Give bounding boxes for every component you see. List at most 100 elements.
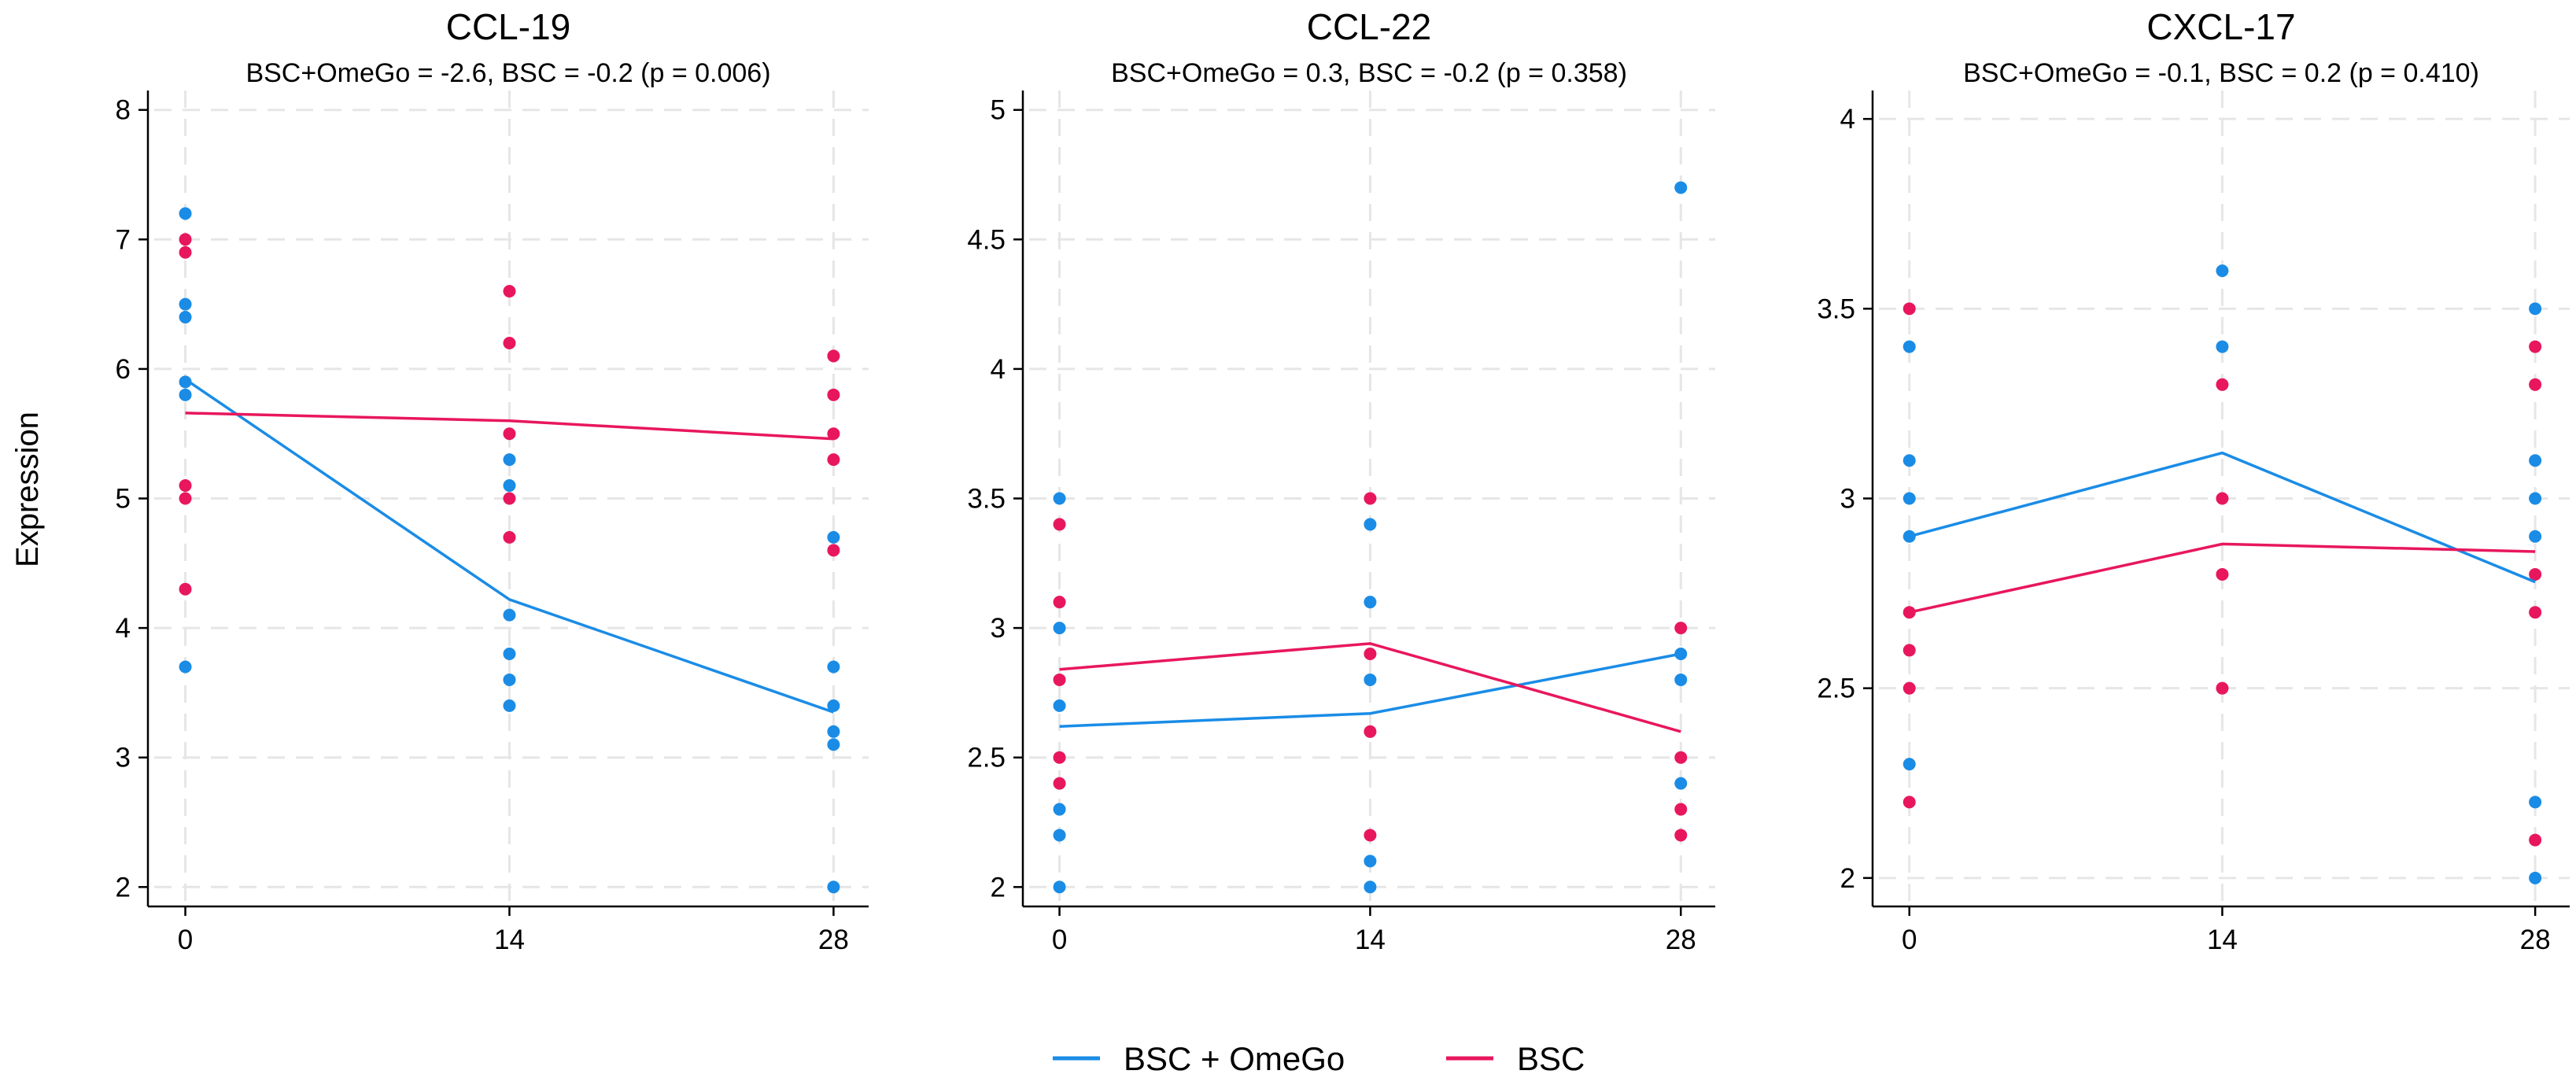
panel-title: CCL-19 xyxy=(446,6,571,47)
data-point-bsc xyxy=(503,492,516,505)
data-point-bsc xyxy=(827,544,840,557)
x-tick-label: 28 xyxy=(1666,925,1696,955)
panel-ccl-22: CCL-22 BSC+OmeGo = 0.3, BSC = -0.2 (p = 0… xyxy=(967,6,1715,955)
data-point-bsc-omego xyxy=(2216,340,2229,353)
data-point-bsc-omego xyxy=(2529,454,2542,467)
legend: BSC + OmeGo BSC xyxy=(1053,1040,1585,1077)
trend-line-bsc-omego xyxy=(184,378,834,714)
panel-subtitle: BSC+OmeGo = 0.3, BSC = -0.2 (p = 0.358) xyxy=(1111,58,1627,88)
data-point-bsc xyxy=(827,453,840,467)
data-point-bsc-omego xyxy=(1364,596,1377,609)
data-point-bsc-omego xyxy=(179,375,192,389)
panel-cxcl-17: CXCL-17 BSC+OmeGo = -0.1, BSC = 0.2 (p = … xyxy=(1817,6,2570,955)
data-point-bsc-omego xyxy=(1053,699,1066,712)
x-tick-label: 14 xyxy=(494,925,525,955)
data-point-bsc xyxy=(1053,673,1066,686)
data-point-bsc-omego xyxy=(1053,829,1066,842)
data-point-bsc-omego xyxy=(1674,673,1688,686)
data-point-bsc-omego xyxy=(1902,454,1916,467)
data-point-bsc xyxy=(2216,567,2229,581)
data-point-bsc-omego xyxy=(503,608,516,622)
data-point-bsc-omego xyxy=(2529,492,2542,505)
data-point-bsc-omego xyxy=(1364,855,1377,868)
data-point-bsc-omego xyxy=(1364,673,1377,686)
y-tick-label: 6 xyxy=(116,354,131,385)
data-point-bsc xyxy=(2529,833,2542,847)
y-tick-label: 2 xyxy=(1840,863,1855,894)
data-point-bsc xyxy=(2529,340,2542,353)
data-point-bsc-omego xyxy=(1902,340,1916,353)
y-tick-label: 2.5 xyxy=(967,743,1006,773)
data-point-bsc-omego xyxy=(2529,302,2542,316)
data-point-bsc xyxy=(1674,751,1688,764)
panel-subtitle: BSC+OmeGo = -2.6, BSC = -0.2 (p = 0.006) xyxy=(245,58,770,88)
panel-title: CCL-22 xyxy=(1307,6,1432,47)
x-tick-label: 14 xyxy=(1355,925,1386,955)
data-point-bsc-omego xyxy=(1053,880,1066,894)
trend-line-bsc-omego xyxy=(1059,652,1681,728)
data-point-bsc-omego xyxy=(179,207,192,220)
data-point-bsc-omego xyxy=(2529,871,2542,884)
y-tick-label: 5 xyxy=(116,484,131,515)
trend-line-bsc xyxy=(185,412,834,441)
data-point-bsc xyxy=(1364,648,1377,661)
data-point-bsc xyxy=(1364,725,1377,738)
data-point-bsc-omego xyxy=(827,880,840,894)
y-tick-label: 3 xyxy=(991,613,1006,644)
y-tick-label: 4 xyxy=(116,613,131,644)
data-point-bsc xyxy=(1053,518,1066,531)
data-point-bsc xyxy=(179,479,192,493)
data-point-bsc xyxy=(1674,829,1688,842)
data-point-bsc xyxy=(503,530,516,544)
y-tick-label: 2 xyxy=(991,872,1006,903)
data-point-bsc-omego xyxy=(1053,803,1066,816)
panel-title: CXCL-17 xyxy=(2146,6,2295,47)
data-point-bsc xyxy=(2529,606,2542,619)
data-point-bsc xyxy=(1902,796,1916,809)
y-tick-label: 8 xyxy=(116,95,131,126)
data-point-bsc-omego xyxy=(179,297,192,311)
data-point-bsc xyxy=(179,582,192,596)
x-tick-label: 0 xyxy=(178,925,193,955)
data-point-bsc-omego xyxy=(2529,796,2542,809)
data-point-bsc-omego xyxy=(503,479,516,493)
trend-line-bsc-omego xyxy=(1909,451,2536,584)
data-point-bsc xyxy=(2216,378,2229,391)
data-point-bsc-omego xyxy=(1364,880,1377,894)
x-tick-label: 28 xyxy=(818,925,849,955)
data-point-bsc xyxy=(503,427,516,441)
data-point-bsc-omego xyxy=(1364,518,1377,531)
data-point-bsc-omego xyxy=(179,388,192,401)
data-point-bsc xyxy=(2216,492,2229,505)
data-point-bsc-omego xyxy=(1902,492,1916,505)
data-point-bsc-omego xyxy=(827,699,840,712)
data-point-bsc xyxy=(1053,777,1066,790)
data-point-bsc xyxy=(1902,681,1916,695)
data-point-bsc-omego xyxy=(1053,622,1066,635)
data-point-bsc-omego xyxy=(179,311,192,324)
data-point-bsc xyxy=(1902,644,1916,657)
data-point-bsc-omego xyxy=(503,453,516,467)
x-tick-label: 0 xyxy=(1052,925,1067,955)
panel-ccl-19: CCL-19 BSC+OmeGo = -2.6, BSC = -0.2 (p = … xyxy=(116,6,869,955)
trend-line-bsc xyxy=(1909,542,2536,614)
data-point-bsc-omego xyxy=(827,725,840,738)
data-point-bsc xyxy=(1053,751,1066,764)
y-tick-label: 2 xyxy=(116,872,131,903)
data-point-bsc xyxy=(179,233,192,246)
panel-subtitle: BSC+OmeGo = -0.1, BSC = 0.2 (p = 0.410) xyxy=(1963,58,2479,88)
data-point-bsc xyxy=(179,492,192,505)
data-point-bsc-omego xyxy=(827,530,840,544)
data-point-bsc xyxy=(827,427,840,441)
y-tick-label: 3.5 xyxy=(967,484,1006,515)
data-point-bsc xyxy=(1674,622,1688,635)
legend-label-bsc: BSC xyxy=(1517,1040,1585,1077)
x-tick-label: 14 xyxy=(2207,925,2238,955)
y-tick-label: 4 xyxy=(991,354,1006,385)
data-point-bsc xyxy=(2216,681,2229,695)
trend-line-bsc xyxy=(1059,642,1681,733)
y-axis-title: Expression xyxy=(10,412,45,567)
data-point-bsc-omego xyxy=(827,660,840,674)
data-point-bsc-omego xyxy=(503,699,516,712)
